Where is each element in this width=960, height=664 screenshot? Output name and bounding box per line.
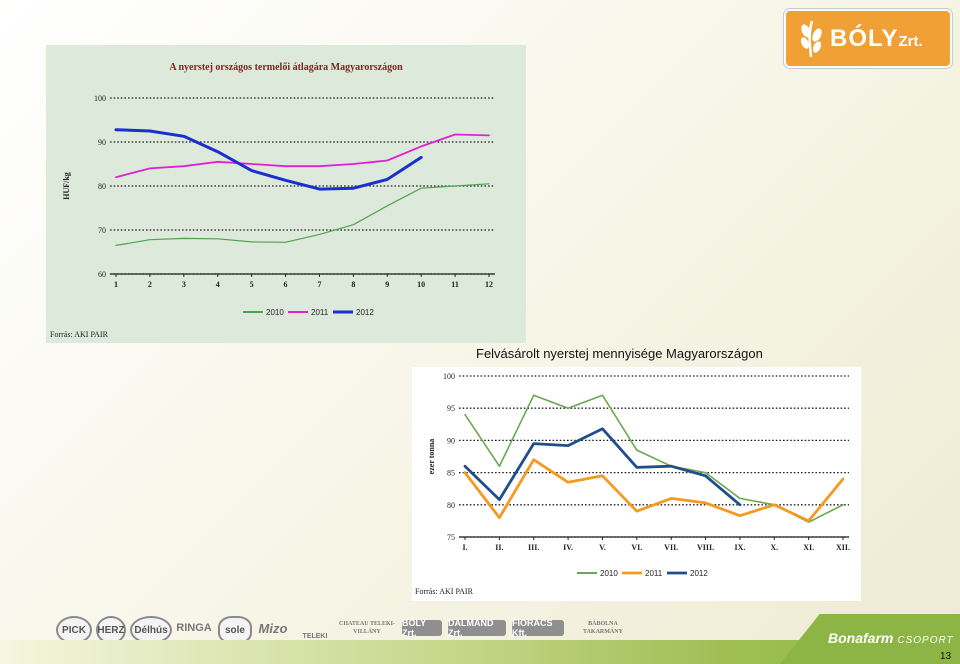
x-tick-label: II. <box>495 543 503 552</box>
wheat-icon <box>800 20 822 58</box>
y-tick-label: 100 <box>443 372 455 381</box>
brand-logo-fioracs: FIORÁCS Kft. <box>512 618 564 638</box>
x-tick-label: 3 <box>182 280 186 289</box>
y-tick-label: 90 <box>98 138 106 147</box>
x-tick-label: 11 <box>451 280 459 289</box>
x-tick-label: VI. <box>631 543 642 552</box>
volume-chart: 75 80 85 90 95 100 I. II. III. IV. V. VI. VII. VIII. I… <box>427 372 850 578</box>
series-line-2011 <box>115 133 490 179</box>
brand-logo-ringa: RINGA <box>176 622 212 634</box>
x-tick-label: XII. <box>836 543 850 552</box>
y-axis-label: ezer tonna <box>427 439 436 475</box>
series-line-2012 <box>114 128 423 191</box>
legend-label: 2010 <box>266 308 284 317</box>
bonafarm-suffix: CSOPORT <box>897 635 954 646</box>
x-tick-label: I. <box>462 543 467 552</box>
chart-title: A nyerstej országos termelői átlagára Ma… <box>169 62 403 73</box>
x-tick-label: 6 <box>284 280 288 289</box>
price-chart: A nyerstej országos termelői átlagára Ma… <box>62 62 495 317</box>
volume-chart-caption: Felvásárolt nyerstej mennyisége Magyaror… <box>476 346 763 361</box>
brand-logo-chateau: CHATEAU TELEKI-VILLÁNY <box>339 621 395 635</box>
x-tick-label: VIII. <box>697 543 714 552</box>
price-chart-source: Forrás: AKI PAIR <box>50 330 108 339</box>
y-tick-label: 85 <box>447 469 455 478</box>
brand-logo-babolna: BÁBOLNA TAKARMÁNY <box>583 621 623 635</box>
y-tick-label: 90 <box>447 436 455 445</box>
series-line-2010 <box>115 183 490 246</box>
bonafarm-name: Bonafarm <box>828 630 894 646</box>
logo-text: BÓLYZrt. <box>830 25 923 53</box>
boly-logo: BÓLYZrt. <box>784 9 952 68</box>
y-axis-label: HUF/kg <box>62 172 71 200</box>
x-tick-label: IV. <box>563 543 573 552</box>
logo-suffix: Zrt. <box>898 33 923 50</box>
y-tick-label: 95 <box>447 404 455 413</box>
volume-chart-panel: 75 80 85 90 95 100 I. II. III. IV. V. VI. VII. VIII. I… <box>412 367 861 601</box>
volume-chart-source: Forrás: AKI PAIR <box>415 587 473 596</box>
y-tick-label: 80 <box>98 182 106 191</box>
x-tick-label: XI. <box>803 543 814 552</box>
series-line-2011 <box>463 458 845 523</box>
x-tick-label: 2 <box>148 280 152 289</box>
x-tick-label: IX. <box>734 543 745 552</box>
y-tick-label: 100 <box>94 94 106 103</box>
price-chart-panel: A nyerstej országos termelői átlagára Ma… <box>46 45 526 343</box>
footer: PICK HERZ Délhús RINGA sole Mizo TELEKI … <box>0 612 960 664</box>
brand-logo-teleki: TELEKI <box>302 633 328 640</box>
x-tick-label: VII. <box>664 543 678 552</box>
y-tick-label: 60 <box>98 270 106 279</box>
page-number: 13 <box>940 651 952 662</box>
x-tick-label: X. <box>770 543 778 552</box>
x-tick-label: 9 <box>385 280 389 289</box>
x-tick-label: V. <box>599 543 606 552</box>
x-tick-label: 7 <box>317 280 321 289</box>
series-line-2010 <box>464 394 844 523</box>
legend-label: 2011 <box>645 569 663 578</box>
brand-logo-herz: HERZ <box>96 616 126 644</box>
legend-label: 2011 <box>311 308 329 317</box>
x-tick-label: III. <box>528 543 539 552</box>
brand-logo-delhus: Délhús <box>130 616 172 644</box>
x-tick-label: 5 <box>250 280 254 289</box>
x-tick-label: 1 <box>114 280 118 289</box>
brand-logo-mizo: Mizo <box>258 620 288 636</box>
brand-logo-boly: BÓLY Zrt. <box>402 618 442 638</box>
brand-logo-sole: sole <box>218 616 252 644</box>
legend-label: 2010 <box>600 569 618 578</box>
bonafarm-logo: Bonafarm CSOPORT <box>828 630 954 646</box>
legend-label: 2012 <box>356 308 374 317</box>
y-tick-label: 80 <box>447 501 455 510</box>
x-tick-label: 4 <box>216 280 220 289</box>
logo-name: BÓLY <box>830 25 899 52</box>
x-tick-label: 10 <box>417 280 425 289</box>
x-tick-label: 8 <box>351 280 355 289</box>
legend-label: 2012 <box>690 569 708 578</box>
x-tick-label: 12 <box>485 280 493 289</box>
brand-logo-dalmand: DALMAND Zrt. <box>448 618 506 638</box>
y-tick-label: 75 <box>447 533 455 542</box>
series-line-2012 <box>463 427 742 507</box>
y-tick-label: 70 <box>98 226 106 235</box>
